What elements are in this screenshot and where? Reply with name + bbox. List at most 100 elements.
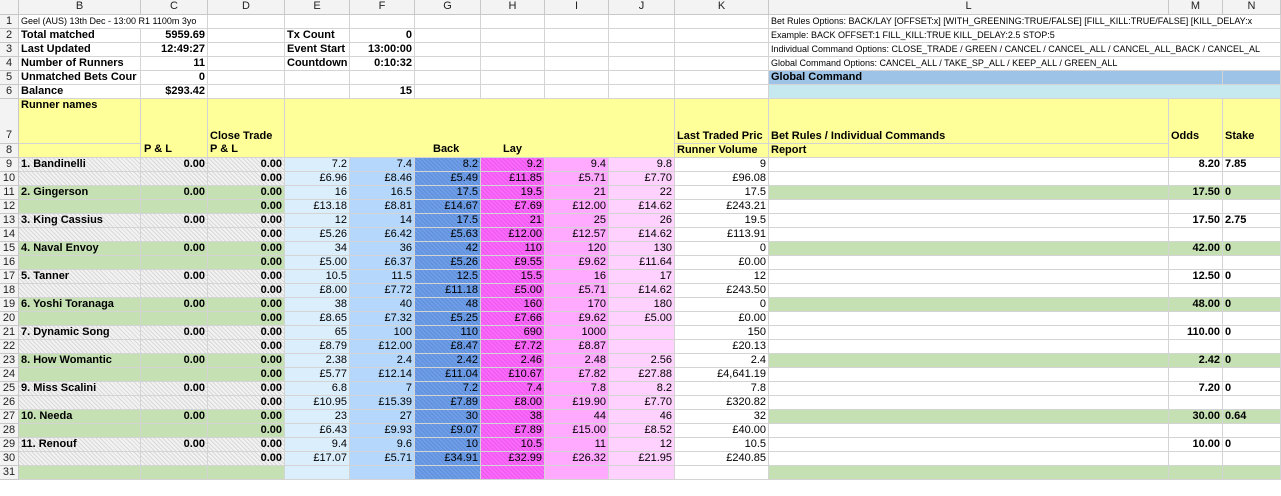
cell[interactable]: [545, 85, 609, 99]
cell[interactable]: [19, 256, 141, 270]
last-traded-price[interactable]: 150: [675, 326, 769, 340]
back-amount-cell[interactable]: £7.32: [350, 312, 415, 326]
cell[interactable]: [415, 15, 481, 29]
runner-name[interactable]: 4. Naval Envoy: [19, 242, 141, 256]
cell[interactable]: [19, 424, 141, 438]
cell[interactable]: [19, 284, 141, 298]
cell[interactable]: [1223, 200, 1281, 214]
lay-amount-cell[interactable]: £9.62: [545, 256, 609, 270]
cell[interactable]: [545, 466, 609, 480]
back-odds-cell[interactable]: 30: [415, 410, 481, 424]
report-cell[interactable]: [769, 312, 1169, 326]
cell[interactable]: [19, 396, 141, 410]
cell[interactable]: [1223, 368, 1281, 382]
runner-pl[interactable]: 0.00: [141, 438, 208, 452]
cell[interactable]: [545, 29, 609, 43]
runner-volume[interactable]: £243.21: [675, 200, 769, 214]
column-header[interactable]: I: [545, 0, 609, 15]
cell[interactable]: [1223, 172, 1281, 186]
cell[interactable]: [1169, 256, 1223, 270]
cell[interactable]: [285, 15, 350, 29]
cell[interactable]: [675, 29, 769, 43]
lay-amount-cell[interactable]: £8.87: [545, 340, 609, 354]
bet-rules-input[interactable]: [769, 158, 1169, 172]
runner-volume[interactable]: £0.00: [675, 256, 769, 270]
lay-amount-cell[interactable]: £32.99: [481, 452, 545, 466]
runner-pl[interactable]: 0.00: [141, 270, 208, 284]
last-traded-price[interactable]: 12: [675, 270, 769, 284]
lay-odds-cell[interactable]: 9.4: [545, 158, 609, 172]
stake-cell[interactable]: 0: [1223, 326, 1281, 340]
runner-name[interactable]: 8. How Womantic: [19, 354, 141, 368]
stake-cell[interactable]: 0.64: [1223, 410, 1281, 424]
cell[interactable]: [481, 43, 545, 57]
column-header[interactable]: F: [350, 0, 415, 15]
back-odds-cell[interactable]: 27: [350, 410, 415, 424]
cell[interactable]: [675, 57, 769, 71]
stake-cell[interactable]: 0: [1223, 298, 1281, 312]
bet-rules-input[interactable]: [769, 214, 1169, 228]
runner-name[interactable]: 10. Needa: [19, 410, 141, 424]
lay-odds-cell[interactable]: 8.2: [609, 382, 675, 396]
lay-amount-cell[interactable]: £15.00: [545, 424, 609, 438]
cell[interactable]: [1169, 340, 1223, 354]
cell[interactable]: [19, 340, 141, 354]
info-value[interactable]: 0: [350, 29, 415, 43]
runner-pl[interactable]: 0.00: [141, 186, 208, 200]
cell[interactable]: [1223, 312, 1281, 326]
bet-rules-input[interactable]: [769, 382, 1169, 396]
lay-odds-cell[interactable]: 44: [545, 410, 609, 424]
cell[interactable]: [1223, 466, 1281, 480]
back-amount-cell[interactable]: £6.37: [350, 256, 415, 270]
close-trade-pl[interactable]: 0.00: [208, 326, 285, 340]
runner-volume[interactable]: £20.13: [675, 340, 769, 354]
row-header[interactable]: 15: [0, 242, 19, 256]
column-header[interactable]: G: [415, 0, 481, 15]
lay-odds-cell[interactable]: 19.5: [481, 186, 545, 200]
runner-pl[interactable]: 0.00: [141, 326, 208, 340]
lay-amount-cell[interactable]: £7.70: [609, 172, 675, 186]
cell[interactable]: [609, 71, 675, 85]
row-header[interactable]: 14: [0, 228, 19, 242]
row-header[interactable]: 16: [0, 256, 19, 270]
lay-amount-cell[interactable]: £5.00: [609, 312, 675, 326]
cell[interactable]: [1169, 368, 1223, 382]
lay-amount-cell[interactable]: £11.85: [481, 172, 545, 186]
back-odds-cell[interactable]: 17.5: [415, 214, 481, 228]
column-header[interactable]: B: [19, 0, 141, 15]
cell[interactable]: [609, 466, 675, 480]
back-odds-cell[interactable]: 9.6: [350, 438, 415, 452]
close-trade-pl[interactable]: 0.00: [208, 214, 285, 228]
close-trade-pl[interactable]: 0.00: [208, 228, 285, 242]
cell[interactable]: [545, 43, 609, 57]
stake-cell[interactable]: 0: [1223, 242, 1281, 256]
back-odds-cell[interactable]: 42: [415, 242, 481, 256]
runner-volume[interactable]: £0.00: [675, 312, 769, 326]
row-header[interactable]: 27: [0, 410, 19, 424]
cell[interactable]: [208, 466, 285, 480]
runner-pl[interactable]: 0.00: [141, 158, 208, 172]
runner-volume[interactable]: £240.85: [675, 452, 769, 466]
cell[interactable]: [141, 368, 208, 382]
info-value[interactable]: 0:10:32: [350, 57, 415, 71]
lay-amount-cell[interactable]: £5.00: [481, 284, 545, 298]
stake-cell[interactable]: 0: [1223, 354, 1281, 368]
back-amount-cell[interactable]: £5.71: [350, 452, 415, 466]
info-value[interactable]: 5959.69: [141, 29, 208, 43]
back-amount-cell[interactable]: £5.77: [285, 368, 350, 382]
back-odds-cell[interactable]: 36: [350, 242, 415, 256]
close-trade-pl[interactable]: 0.00: [208, 396, 285, 410]
last-traded-price[interactable]: 19.5: [675, 214, 769, 228]
last-traded-price[interactable]: 2.4: [675, 354, 769, 368]
lay-odds-cell[interactable]: 690: [481, 326, 545, 340]
lay-odds-cell[interactable]: 46: [609, 410, 675, 424]
cell[interactable]: [19, 466, 141, 480]
cell[interactable]: [1169, 396, 1223, 410]
lay-amount-cell[interactable]: £7.89: [481, 424, 545, 438]
lay-amount-cell[interactable]: [609, 340, 675, 354]
column-header[interactable]: M: [1169, 0, 1223, 15]
row-header[interactable]: 9: [0, 158, 19, 172]
back-amount-cell[interactable]: £34.91: [415, 452, 481, 466]
row-header[interactable]: 18: [0, 284, 19, 298]
report-cell[interactable]: [769, 396, 1169, 410]
